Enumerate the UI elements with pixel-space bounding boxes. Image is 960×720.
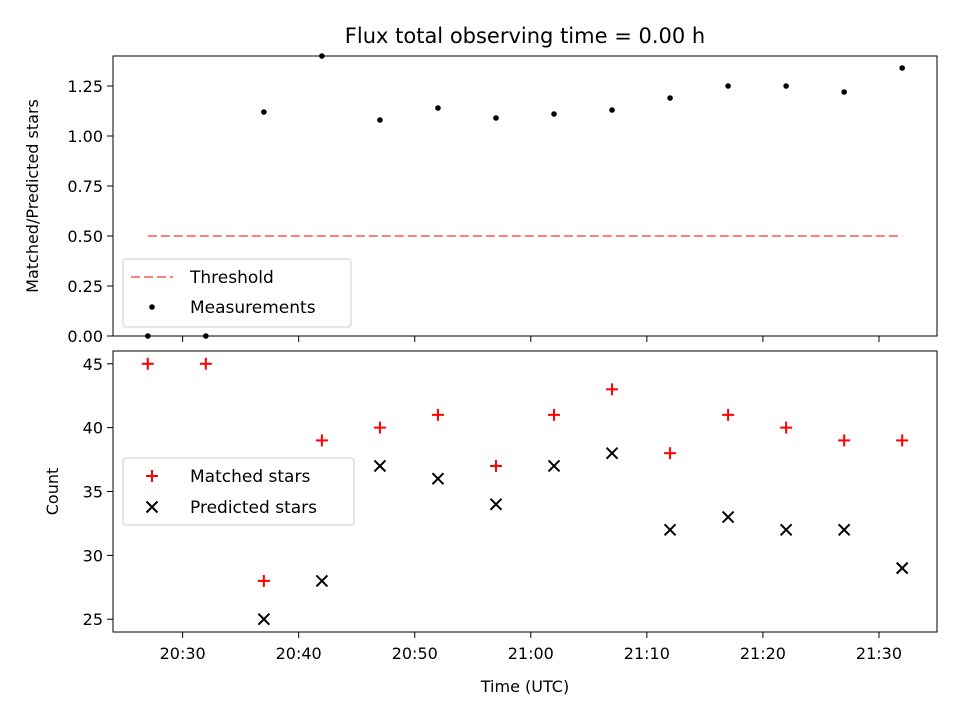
x-stroke-b [779,523,793,537]
x-stroke-b [315,574,329,588]
top-ytick-label: 1.00 [67,127,103,146]
legend-measurements-label: Measurements [190,298,316,318]
predicted-point [837,523,851,537]
predicted-point [895,561,909,575]
x-stroke-b [895,561,909,575]
measurement-point [377,117,383,123]
matched-point [780,421,793,434]
matched-point [896,434,909,447]
legend-measurements-swatch [149,304,155,310]
matched-point [722,408,735,421]
x-stroke-b [837,523,851,537]
measurement-point [725,83,731,89]
measurement-point [609,107,615,113]
top-panel: 0.00 0.25 0.50 0.75 1.00 1.25 Matched/Predicte… [23,53,938,346]
matched-point [431,408,444,421]
predicted-point [663,523,677,537]
bottom-ytick-label: 35 [83,483,103,502]
measurement-point [261,109,267,115]
top-ytick-label: 1.25 [67,77,103,96]
top-ytick-label: 0.50 [67,227,103,246]
bottom-xlabel: Time (UTC) [480,677,569,696]
measurement-point [551,111,557,117]
top-axes-frame [112,55,938,337]
bottom-legend-box [122,457,355,526]
legend-matched-swatch [146,470,158,482]
top-ytick-label: 0.75 [67,177,103,196]
x-stroke-b [257,613,271,626]
bottom-ytick-label: 30 [83,546,103,565]
x-stroke-b [605,446,619,460]
x-stroke-b [721,510,735,524]
bottom-ylabel: Count [43,468,62,516]
legend-matched-label: Matched stars [190,467,310,487]
measurement-point [841,89,847,95]
predicted-point [315,574,329,588]
x-stroke-b [431,472,445,485]
legend-predicted-label: Predicted stars [190,498,317,518]
predicted-point [373,459,387,473]
predicted-point [721,510,735,524]
matched-point [838,434,851,447]
predicted-point [431,472,445,485]
x-stroke-b [547,459,561,473]
matched-point [141,357,154,370]
measurement-point [899,65,905,71]
matched-point [315,434,328,447]
predicted-point [489,498,503,511]
legend-predicted-swatch [145,500,159,514]
predicted-point [547,459,561,473]
measurement-point [667,95,673,101]
matched-point [606,383,619,396]
top-legend-box [122,258,352,328]
predicted-point [257,613,271,626]
matched-point [199,357,212,370]
x-stroke-b [663,523,677,537]
legend-threshold-label: Threshold [189,268,274,288]
bottom-xtick-label: 20:50 [392,644,438,663]
measurement-point [783,83,789,89]
top-ytick-label: 0.25 [67,277,103,296]
measurement-point [493,115,499,121]
matched-point [548,408,561,421]
x-stroke-b [373,459,387,473]
top-ytick-label: 0.00 [67,327,103,346]
bottom-xtick-label: 21:00 [508,644,554,663]
bottom-xtick-label: 20:40 [276,644,322,663]
top-ylabel: Matched/Predicted stars [23,99,42,293]
bottom-xtick-label: 21:30 [856,644,902,663]
x-stroke-b [145,500,159,514]
bottom-ytick-label: 45 [83,355,103,374]
bottom-panel: 25 30 35 40 45 20:30 20:40 20:50 21:00 21:10 21:20… [43,350,938,696]
bottom-xtick-label: 20:30 [160,644,206,663]
bottom-xtick-label: 21:10 [624,644,670,663]
top-legend: Threshold Measurements [122,258,352,328]
matched-point [373,421,386,434]
bottom-ytick-label: 40 [83,419,103,438]
x-stroke-b [489,498,503,511]
predicted-point [779,523,793,537]
measurement-point [435,105,441,111]
predicted-point [605,446,619,460]
matched-point [664,447,677,460]
matched-point [489,459,502,472]
chart-title: Flux total observing time = 0.00 h [345,24,705,48]
matched-point [257,574,270,587]
bottom-legend: Matched stars Predicted stars [122,457,355,526]
bottom-xtick-label: 21:20 [740,644,786,663]
bottom-ytick-label: 25 [83,610,103,629]
